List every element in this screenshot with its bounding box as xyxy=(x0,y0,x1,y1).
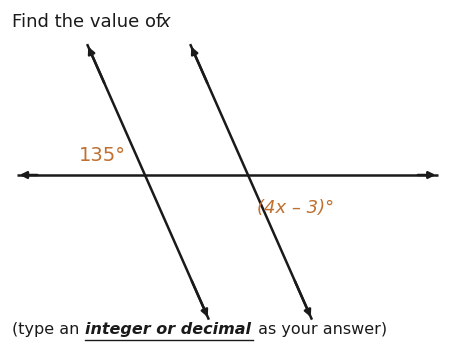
Text: x: x xyxy=(160,13,170,31)
Text: integer or decimal: integer or decimal xyxy=(85,322,251,337)
Text: as your answer): as your answer) xyxy=(254,322,388,337)
Text: (type an: (type an xyxy=(12,322,85,337)
Text: Find the value of: Find the value of xyxy=(12,13,168,31)
Text: (4x – 3)°: (4x – 3)° xyxy=(257,199,335,217)
Text: 135°: 135° xyxy=(79,146,127,164)
